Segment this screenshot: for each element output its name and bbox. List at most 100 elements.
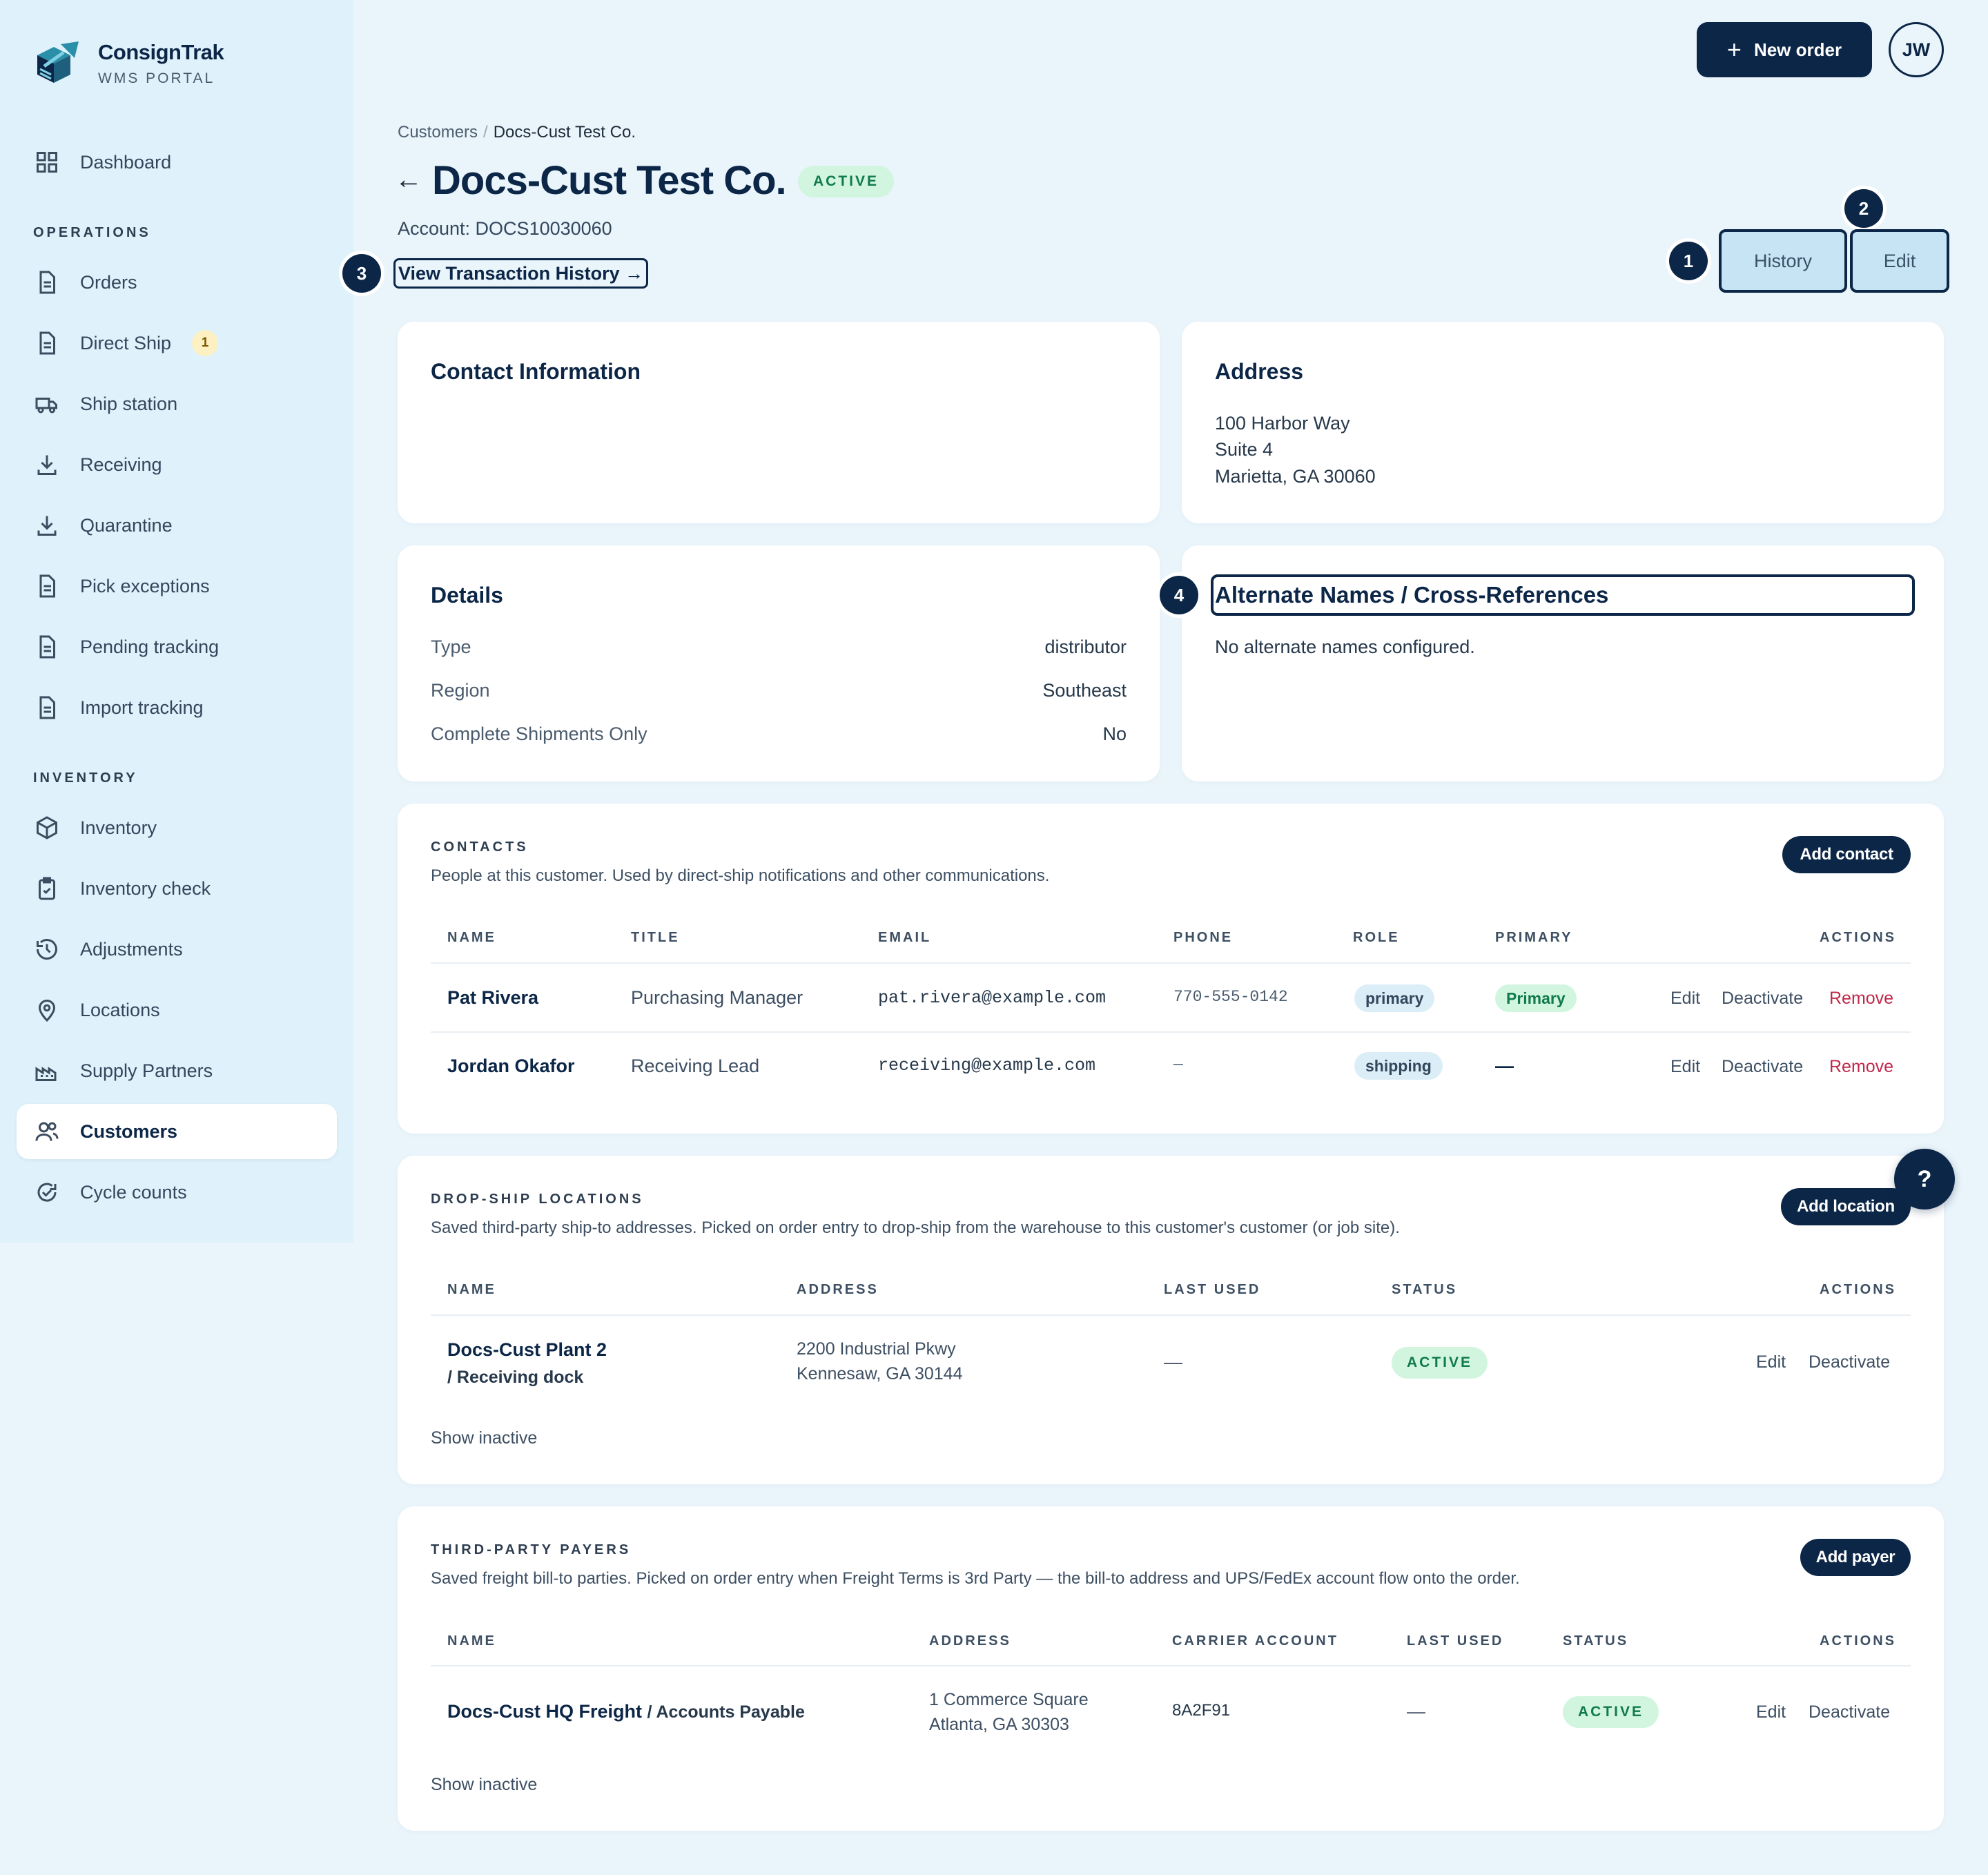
table-divider [431, 1665, 1911, 1667]
contacts-card [398, 804, 1944, 1134]
column-header-name: NAME [447, 930, 496, 945]
history-button[interactable]: History [1719, 229, 1847, 293]
dashboard-grid-icon [35, 150, 59, 175]
app-logo[interactable]: ConsignTrak WMS PORTAL [33, 39, 224, 88]
location-name: Docs-Cust Plant 2 [447, 1339, 607, 1360]
detail-value-complete-shipments: No [1102, 723, 1127, 744]
alternate-names-title: Alternate Names / Cross-References [1211, 574, 1915, 616]
app-subtitle: WMS PORTAL [98, 70, 215, 86]
payer-name-text: Docs-Cust HQ Freight [447, 1701, 643, 1722]
sidebar-item-label: Orders [80, 271, 137, 293]
payer-last-used: — [1407, 1701, 1425, 1722]
detail-label-region: Region [431, 680, 490, 701]
location-status-badge: ACTIVE [1392, 1347, 1488, 1379]
detail-label-type: Type [431, 637, 471, 657]
address-line-2: Suite 4 [1215, 439, 1274, 460]
payers-show-inactive-toggle[interactable]: Show inactive [431, 1775, 538, 1794]
details-title: Details [431, 583, 503, 608]
contact-deactivate-button[interactable]: Deactivate [1722, 1057, 1804, 1076]
sidebar-item-import-tracking[interactable]: Import tracking [17, 680, 337, 735]
details-card [398, 545, 1160, 781]
sidebar-item-label: Inventory [80, 817, 157, 838]
breadcrumb-separator: / [483, 123, 488, 142]
column-header-last-used: LAST USED [1407, 1633, 1504, 1649]
sidebar-item-label: Quarantine [80, 514, 173, 536]
column-header-actions: ACTIONS [1820, 930, 1896, 945]
download-icon [35, 452, 59, 477]
sidebar-item-orders[interactable]: Orders [17, 255, 337, 310]
edit-button[interactable]: Edit [1850, 229, 1949, 293]
column-header-name: NAME [447, 1282, 496, 1297]
breadcrumb-parent-link[interactable]: Customers [398, 123, 478, 142]
account-number: Account: DOCS10030060 [398, 218, 612, 239]
download-icon [35, 513, 59, 538]
contact-edit-button[interactable]: Edit [1670, 1057, 1701, 1076]
table-divider [431, 1314, 1911, 1316]
column-header-carrier-account: CARRIER ACCOUNT [1172, 1633, 1338, 1649]
document-icon [35, 574, 59, 599]
sidebar-item-dashboard[interactable]: Dashboard [17, 135, 337, 190]
address-title: Address [1215, 359, 1304, 384]
contact-information-card [398, 322, 1160, 523]
address-card [1182, 322, 1944, 523]
payer-deactivate-button[interactable]: Deactivate [1809, 1702, 1891, 1722]
contact-edit-button[interactable]: Edit [1670, 989, 1701, 1008]
add-payer-button[interactable]: Add payer [1800, 1539, 1911, 1576]
sidebar-item-receiving[interactable]: Receiving [17, 437, 337, 492]
drop-ship-show-inactive-toggle[interactable]: Show inactive [431, 1428, 538, 1448]
sidebar-item-supply-partners[interactable]: Supply Partners [17, 1043, 337, 1098]
location-deactivate-button[interactable]: Deactivate [1809, 1352, 1891, 1372]
new-order-button[interactable]: + New order [1697, 22, 1872, 77]
contact-deactivate-button[interactable]: Deactivate [1722, 989, 1804, 1008]
sidebar: ConsignTrak WMS PORTAL Dashboard OPERATI… [0, 0, 353, 1243]
drop-ship-section-label: DROP-SHIP LOCATIONS [431, 1192, 644, 1207]
page-title: Docs-Cust Test Co. [432, 158, 787, 203]
contact-information-title: Contact Information [431, 359, 641, 384]
box-icon [35, 815, 59, 840]
contact-name: Pat Rivera [447, 987, 539, 1008]
document-icon [35, 270, 59, 295]
location-subname: / Receiving dock [447, 1368, 584, 1387]
sidebar-item-label: Pending tracking [80, 636, 220, 657]
column-header-email: EMAIL [878, 930, 932, 945]
payer-address-line-2: Atlanta, GA 30303 [929, 1715, 1069, 1734]
sidebar-item-direct-ship[interactable]: Direct Ship 1 [17, 315, 337, 371]
help-button[interactable]: ? [1894, 1149, 1955, 1209]
detail-value-type: distributor [1044, 637, 1127, 657]
back-arrow-icon[interactable]: ← [395, 164, 422, 195]
detail-label-complete-shipments: Complete Shipments Only [431, 723, 647, 744]
drop-ship-locations-card [398, 1156, 1944, 1484]
breadcrumb: Customers / Docs-Cust Test Co. [398, 123, 636, 142]
sidebar-item-cycle-counts[interactable]: Cycle counts [17, 1165, 337, 1220]
add-location-button[interactable]: Add location [1781, 1188, 1911, 1225]
contact-primary-badge: Primary [1495, 984, 1577, 1012]
view-transaction-history-link[interactable]: View Transaction History → [393, 258, 649, 289]
address-line-1: 100 Harbor Way [1215, 413, 1350, 434]
direct-ship-count-badge: 1 [192, 330, 219, 356]
sidebar-item-adjustments[interactable]: Adjustments [17, 922, 337, 977]
payer-edit-button[interactable]: Edit [1756, 1702, 1786, 1722]
sidebar-item-quarantine[interactable]: Quarantine [17, 498, 337, 553]
sidebar-item-inventory-check[interactable]: Inventory check [17, 861, 337, 916]
user-avatar[interactable]: JW [1889, 22, 1944, 77]
sidebar-item-label: Pick exceptions [80, 575, 210, 596]
sidebar-item-pick-exceptions[interactable]: Pick exceptions [17, 558, 337, 614]
sidebar-item-label: Adjustments [80, 938, 183, 960]
refresh-check-icon [35, 1180, 59, 1205]
contact-remove-button[interactable]: Remove [1829, 1057, 1894, 1076]
document-icon [35, 331, 59, 356]
sidebar-item-customers[interactable]: Customers [17, 1104, 337, 1159]
sidebar-item-inventory[interactable]: Inventory [17, 800, 337, 855]
sidebar-item-label: Cycle counts [80, 1181, 187, 1203]
contact-role-badge: primary [1354, 984, 1435, 1012]
nav-section-operations: OPERATIONS [33, 225, 151, 240]
sidebar-item-ship-station[interactable]: Ship station [17, 376, 337, 431]
alternate-names-card [1182, 545, 1944, 781]
sidebar-item-label: Receiving [80, 454, 162, 475]
payers-section-label: THIRD-PARTY PAYERS [431, 1542, 632, 1557]
add-contact-button[interactable]: Add contact [1782, 836, 1911, 873]
sidebar-item-pending-tracking[interactable]: Pending tracking [17, 619, 337, 674]
location-edit-button[interactable]: Edit [1756, 1352, 1786, 1372]
sidebar-item-locations[interactable]: Locations [17, 982, 337, 1038]
contact-remove-button[interactable]: Remove [1829, 989, 1894, 1008]
